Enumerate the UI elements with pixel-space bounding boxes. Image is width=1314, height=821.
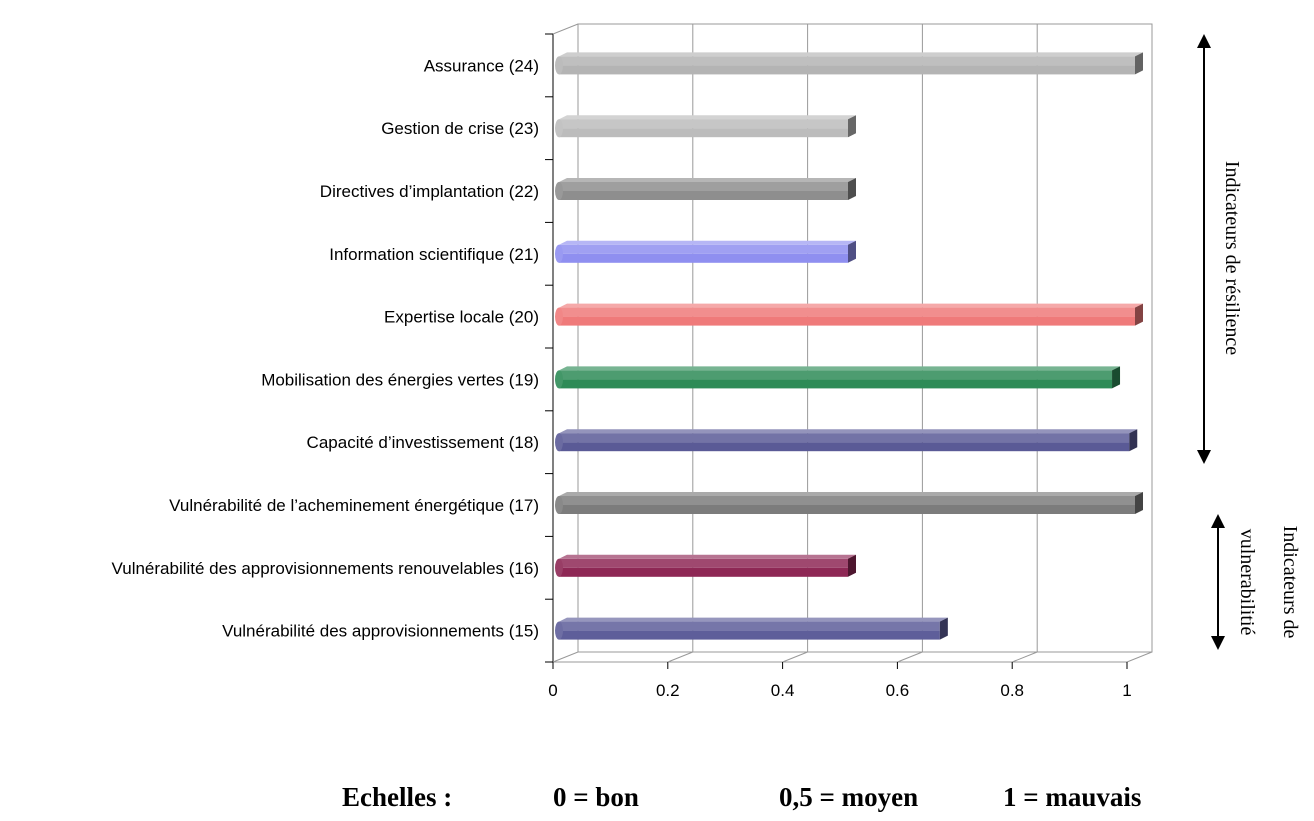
bar [555, 52, 1143, 75]
bar-end-cap [848, 240, 856, 263]
category-label: Vulnérabilité des approvisionnements (15… [222, 622, 539, 641]
bar [555, 492, 1143, 514]
category-label: Capacité d’investissement (18) [307, 433, 539, 452]
bar [555, 115, 856, 138]
bar [555, 554, 856, 577]
bar-front-upper [559, 433, 1130, 443]
bar-front-lower [559, 379, 1113, 389]
bar-end-cap [848, 115, 856, 138]
bars [555, 52, 1143, 640]
floor-depth-line [552, 651, 579, 663]
bar-top-face [559, 492, 1143, 496]
bar-end-cap [848, 554, 856, 577]
bar-top-face [559, 303, 1143, 308]
bar-top-face [559, 240, 856, 245]
bar-front-lower [559, 630, 940, 640]
bar-left-cap [555, 244, 563, 263]
bar-left-cap [555, 558, 563, 577]
bar-end-cap [1135, 52, 1143, 75]
category-label: Vulnérabilité des approvisionnements ren… [112, 559, 539, 578]
bar-end-cap [848, 178, 856, 200]
x-tick-label: 0.6 [886, 681, 910, 700]
bar-front-upper [559, 244, 848, 254]
floor-depth-line [1012, 651, 1038, 663]
x-tick-label: 0 [548, 681, 557, 700]
bar-front-lower [559, 253, 848, 263]
bar-front-lower [559, 442, 1130, 452]
bar-end-cap [1129, 429, 1138, 452]
bar-top-face [559, 429, 1138, 434]
bar-left-cap [555, 370, 563, 389]
category-label: Directives d’implantation (22) [320, 182, 539, 201]
bar-front-upper [559, 558, 848, 568]
x-tick-label: 1 [1122, 681, 1131, 700]
x-tick-label: 0.8 [1000, 681, 1024, 700]
bar-front-upper [559, 56, 1135, 66]
bar-front-upper [559, 182, 848, 191]
bar-left-cap [555, 56, 563, 75]
vulnerability-arrow [1211, 514, 1225, 650]
x-tick-label: 0.4 [771, 681, 795, 700]
category-label: Information scientifique (21) [329, 245, 539, 264]
bar [555, 178, 856, 200]
category-label: Vulnérabilité de l’acheminement énergéti… [169, 496, 539, 515]
scale-bad: 1 = mauvais [1003, 782, 1141, 812]
bar-end-cap [1135, 303, 1143, 326]
scale-medium: 0,5 = moyen [779, 782, 918, 812]
bar-front-upper [559, 621, 940, 631]
bar [555, 366, 1121, 389]
bar [555, 303, 1143, 326]
bar [555, 429, 1138, 452]
scale-title: Echelles : [342, 782, 452, 812]
bar-front-lower [559, 128, 848, 138]
bar-front-lower [559, 316, 1135, 326]
bar-left-cap [555, 621, 563, 640]
floor-depth-line [1126, 651, 1153, 663]
bar-top-face [559, 178, 856, 182]
floor-depth-line [667, 651, 693, 663]
top-depth-line [552, 23, 579, 35]
scale-good: 0 = bon [553, 782, 639, 812]
category-label: Assurance (24) [424, 56, 539, 75]
bar-front-upper [559, 370, 1113, 380]
bar-top-face [559, 115, 856, 120]
bar-front-upper [559, 119, 848, 129]
bar-top-face [559, 52, 1143, 57]
bar-left-cap [555, 496, 563, 514]
bar-front-lower [559, 505, 1135, 514]
category-label: Gestion de crise (23) [381, 119, 539, 138]
category-label: Expertise locale (20) [384, 308, 539, 327]
bar-front-lower [559, 65, 1135, 75]
resilience-arrow [1197, 34, 1211, 464]
bar-front-upper [559, 496, 1135, 505]
bar-left-cap [555, 307, 563, 326]
floor-depth-line [782, 651, 808, 663]
bar [555, 240, 856, 263]
bar-left-cap [555, 182, 563, 200]
vulnerability-label-line1: Indicateurs de [1279, 526, 1301, 639]
resilience-label: Indicateurs de résilience [1221, 161, 1243, 355]
bar-front-lower [559, 191, 848, 200]
vulnerability-label-line2: vulnerabilitié [1236, 529, 1258, 636]
category-labels: Assurance (24) Gestion de crise (23) Direc… [112, 56, 539, 640]
bar-top-face [559, 554, 856, 559]
x-tick-labels: 0 0.2 0.4 0.6 0.8 1 [548, 681, 1131, 700]
x-tick-label: 0.2 [656, 681, 680, 700]
bar-end-cap [1135, 492, 1143, 514]
bar-end-cap [1112, 366, 1121, 389]
bar-top-face [559, 366, 1121, 371]
category-label: Mobilisation des énergies vertes (19) [261, 370, 539, 389]
bar-front-upper [559, 307, 1135, 317]
bar-left-cap [555, 433, 563, 452]
floor-depth-line [897, 651, 923, 663]
bar [555, 617, 948, 640]
bar-top-face [559, 617, 948, 622]
bar-front-lower [559, 567, 848, 577]
bar-left-cap [555, 119, 563, 138]
bar-end-cap [939, 617, 948, 640]
